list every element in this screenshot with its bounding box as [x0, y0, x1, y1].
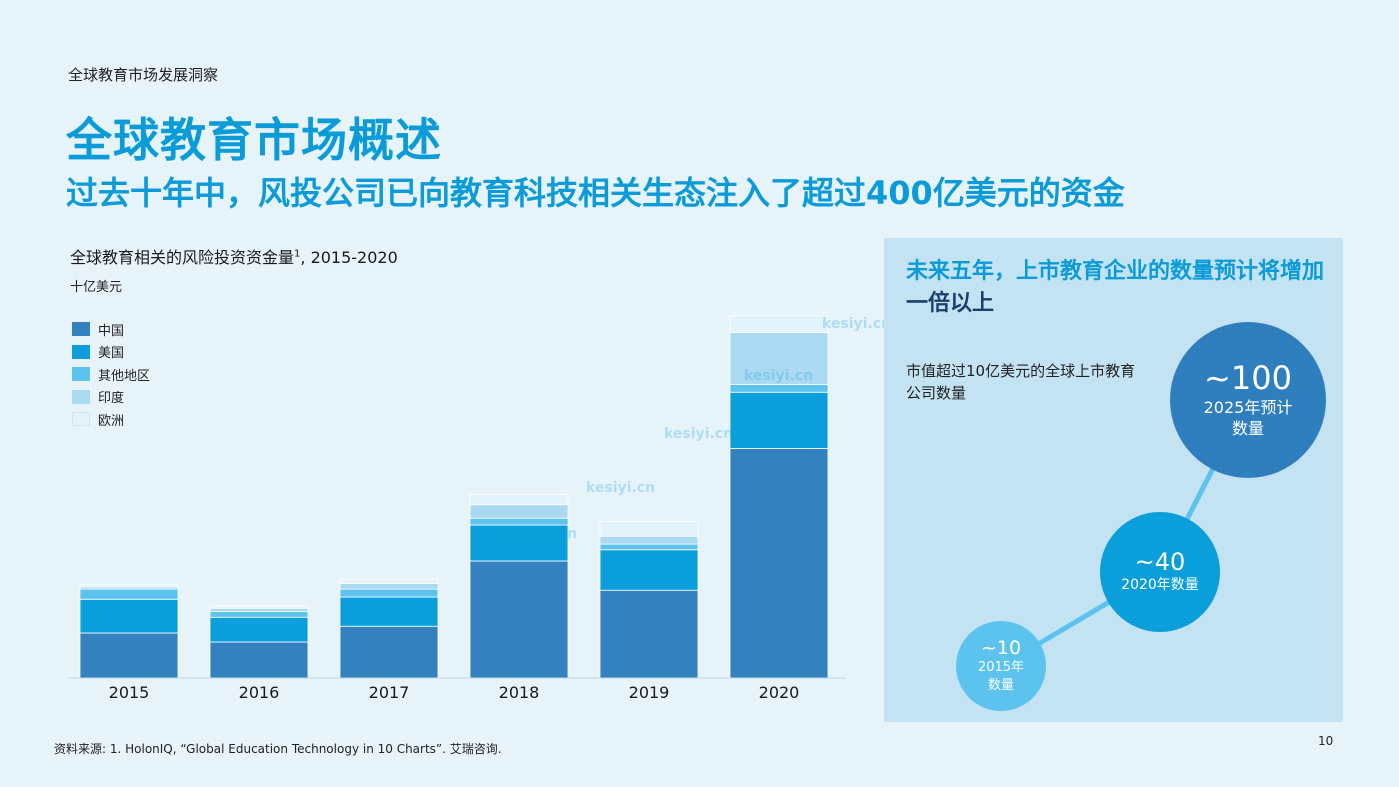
chart-title: 全球教育相关的风险投资资金量1, 2015-2020 [70, 244, 398, 268]
legend-swatch [72, 389, 90, 404]
bar-segment-2015-4 [79, 584, 179, 588]
bar-segment-2019-0 [599, 589, 699, 679]
chart-title-text: 全球教育相关的风险投资资金量 [70, 248, 295, 267]
bar-segment-2015-2 [79, 588, 179, 600]
x-tick-label: 2016 [239, 683, 280, 702]
x-tick-label: 2015 [109, 683, 150, 702]
legend-item: 印度 [72, 386, 150, 409]
bar-segment-2017-3 [339, 583, 439, 590]
legend-label: 美国 [98, 346, 125, 362]
source-note: 资料来源: 1. HolonIQ, “Global Education Tech… [54, 742, 502, 756]
panel-title: 未来五年，上市教育企业的数量预计将增加一倍以上 [906, 256, 1336, 320]
x-tick-label: 2018 [499, 683, 540, 702]
bubble-value: ~100 [1204, 359, 1292, 397]
bar-segment-2020-0 [729, 448, 829, 679]
bubble-label: ~100 2025年预计 数量 [1170, 360, 1326, 440]
bar-segment-2019-3 [599, 535, 699, 545]
bubble-2 [1170, 322, 1326, 478]
bar-segment-2016-2 [209, 611, 309, 618]
bubble-growth-diagram [956, 322, 1326, 711]
legend-label: 欧洲 [98, 413, 125, 429]
bubble-caption: 2020年数量 [1121, 577, 1199, 594]
page-subtitle: 过去十年中，风投公司已向教育科技相关生态注入了超过400亿美元的资金 [66, 174, 1125, 212]
stacked-bar-chart: 2015 2016 2017 2018 2019 2020 [68, 315, 846, 702]
bubble-caption: 2015年 [977, 660, 1025, 676]
bubble-caption: 2025年预计 [1203, 397, 1293, 417]
bar-segment-2020-2 [729, 383, 829, 393]
x-tick-label: 2020 [759, 683, 800, 702]
bubble-label: ~40 2020年数量 [1100, 547, 1220, 595]
chart-unit-label: 十亿美元 [70, 280, 123, 295]
bar-segment-2017-0 [339, 625, 439, 679]
bar-segment-2019-4 [599, 521, 699, 537]
forecast-panel: 未来五年，上市教育企业的数量预计将增加一倍以上 市值超过10亿美元的全球上市教育… [884, 238, 1343, 722]
watermark-text: kesiyi.cn [744, 368, 814, 384]
bar-segment-2017-4 [339, 578, 439, 584]
legend-swatch [72, 412, 90, 427]
bar-segment-2020-1 [729, 391, 829, 449]
bar-segment-2016-4 [209, 605, 309, 609]
legend-swatch [72, 367, 90, 382]
bar-segment-2016-1 [209, 616, 309, 643]
watermark-text: kesiyi.cn [822, 316, 892, 332]
legend-label: 中国 [98, 323, 125, 339]
legend-swatch [72, 322, 90, 337]
chart-legend: 中国美国其他地区印度欧洲 [72, 318, 150, 431]
section-label: 全球教育市场发展洞察 [68, 66, 219, 84]
bar-segment-2018-0 [469, 560, 569, 679]
legend-item: 美国 [72, 341, 150, 364]
bubble-caption: 数量 [1231, 419, 1264, 439]
page-number: 10 [1318, 734, 1334, 748]
x-tick-label: 2017 [369, 683, 410, 702]
bar-segment-2018-3 [469, 504, 569, 519]
bar-segment-2018-4 [469, 494, 569, 506]
bar-segment-2020-3 [729, 332, 829, 385]
bubble-0 [956, 621, 1046, 711]
bubble-caption: 数量 [987, 677, 1014, 693]
bar-segment-2017-1 [339, 596, 439, 627]
bar-segment-2017-2 [339, 588, 439, 598]
panel-description: 市值超过10亿美元的全球上市教育公司数量 [906, 362, 1136, 402]
watermark-text: kesiyi.cn [586, 480, 656, 496]
bar-segment-2016-3 [209, 607, 309, 613]
panel-title-main: 未来五年，上市教育企业的数量预计将增加 [906, 259, 1325, 284]
bubble-label: ~10 2015年 数量 [956, 636, 1046, 695]
bar-segment-2018-2 [469, 517, 569, 526]
legend-label: 印度 [98, 391, 125, 407]
panel-title-highlight: 一倍以上 [906, 291, 995, 316]
bubble-value: ~40 [1134, 547, 1186, 576]
bubble-value: ~10 [980, 636, 1022, 659]
bar-segment-2019-2 [599, 543, 699, 551]
legend-swatch [72, 344, 90, 359]
legend-label: 其他地区 [98, 368, 151, 384]
x-tick-label: 2019 [629, 683, 670, 702]
watermark-text: kesiyi.cn [664, 426, 734, 442]
bar-segment-2016-0 [209, 641, 309, 679]
bar-segment-2015-1 [79, 598, 179, 634]
watermark-text: kesiyi.cn [508, 526, 578, 542]
bubble-1 [1100, 512, 1220, 632]
legend-item: 欧洲 [72, 408, 150, 431]
bar-segment-2015-0 [79, 632, 179, 679]
chart-title-suffix: , 2015-2020 [300, 248, 398, 267]
legend-item: 中国 [72, 318, 150, 341]
bar-segment-2020-4 [729, 315, 829, 334]
legend-item: 其他地区 [72, 363, 150, 386]
bar-segment-2019-1 [599, 549, 699, 591]
chart-title-footnote: 1 [294, 248, 301, 260]
page-title: 全球教育市场概述 [66, 113, 442, 167]
bar-segment-2018-1 [469, 524, 569, 562]
